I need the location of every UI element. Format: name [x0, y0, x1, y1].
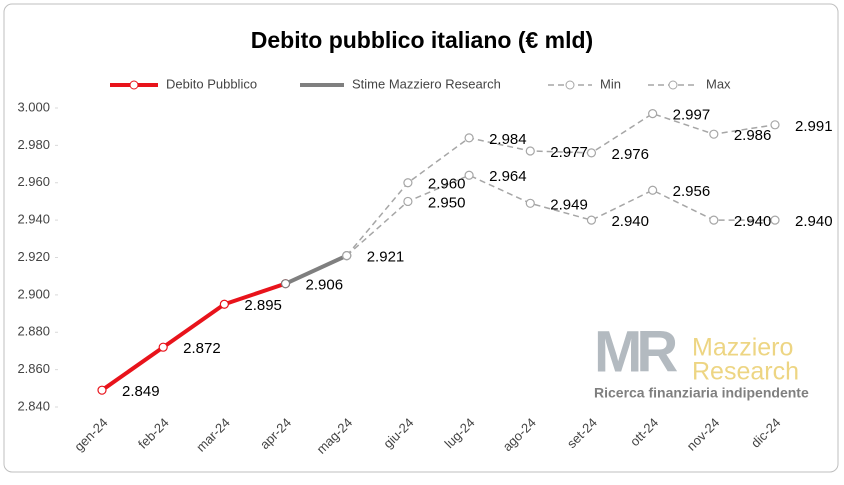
y-tick-label: 2.980 [17, 137, 50, 152]
legend-marker [129, 80, 139, 90]
point [525, 146, 535, 156]
y-tick-label: 2.860 [17, 361, 50, 376]
y-tick-label: 2.900 [17, 286, 50, 301]
point [280, 279, 291, 289]
legend-label: Debito Pubblico [166, 76, 257, 91]
legend-marker [565, 80, 575, 90]
chart-frame [3, 3, 839, 473]
y-tick-label: 2.920 [17, 249, 50, 264]
point [770, 215, 780, 225]
point [464, 133, 474, 143]
point [648, 109, 658, 119]
point [586, 148, 597, 158]
y-tick-label: 2.940 [17, 212, 50, 227]
watermark-name: Mazziero [692, 334, 793, 362]
value-label: 2.940 [734, 213, 772, 230]
point [158, 342, 168, 352]
value-label: 2.964 [489, 168, 527, 185]
y-tick-label: 2.960 [17, 174, 50, 189]
y-tick-label: 2.880 [17, 324, 50, 339]
point [770, 120, 780, 130]
value-label: 2.895 [244, 297, 282, 314]
y-tick-label: 2.840 [17, 398, 50, 413]
value-label: 2.960 [428, 176, 466, 193]
value-label: 2.950 [428, 194, 466, 211]
value-label: 2.849 [122, 383, 160, 400]
value-label: 2.986 [734, 127, 772, 144]
value-label: 2.921 [367, 249, 405, 266]
value-label: 2.956 [673, 183, 711, 200]
point [586, 215, 597, 225]
legend-label: Stime Mazziero Research [352, 76, 501, 91]
watermark-name: Research [692, 358, 799, 386]
chart-title: Debito pubblico italiano (€ mld) [251, 27, 593, 53]
series-line [100, 281, 287, 392]
value-label: 2.940 [611, 213, 649, 230]
value-label: 2.949 [550, 196, 588, 213]
value-label: 2.906 [306, 277, 344, 294]
value-label: 2.991 [795, 118, 833, 135]
value-label: 2.997 [673, 107, 711, 124]
value-label: 2.977 [550, 144, 588, 161]
legend-marker [668, 80, 678, 90]
point [97, 385, 107, 395]
value-label: 2.872 [183, 340, 221, 357]
point [709, 215, 719, 225]
point [403, 196, 413, 207]
point [525, 198, 535, 208]
legend-label: Max [706, 76, 731, 91]
series-line [346, 112, 776, 257]
legend-label: Min [600, 76, 621, 91]
watermark-logo: MR [594, 319, 677, 384]
point [403, 178, 413, 188]
point [648, 185, 658, 195]
point [464, 170, 474, 180]
value-label: 2.976 [611, 146, 649, 163]
y-tick-label: 3.000 [17, 99, 50, 114]
point [709, 129, 719, 139]
point [342, 251, 352, 261]
point [219, 299, 229, 309]
watermark: MR Mazziero Research Ricerca finanziaria… [594, 319, 809, 400]
value-label: 2.940 [795, 213, 833, 230]
series-line [284, 253, 348, 286]
value-label: 2.984 [489, 131, 527, 148]
watermark-tagline: Ricerca finanziaria indipendente [594, 385, 809, 401]
series-line [346, 174, 775, 257]
